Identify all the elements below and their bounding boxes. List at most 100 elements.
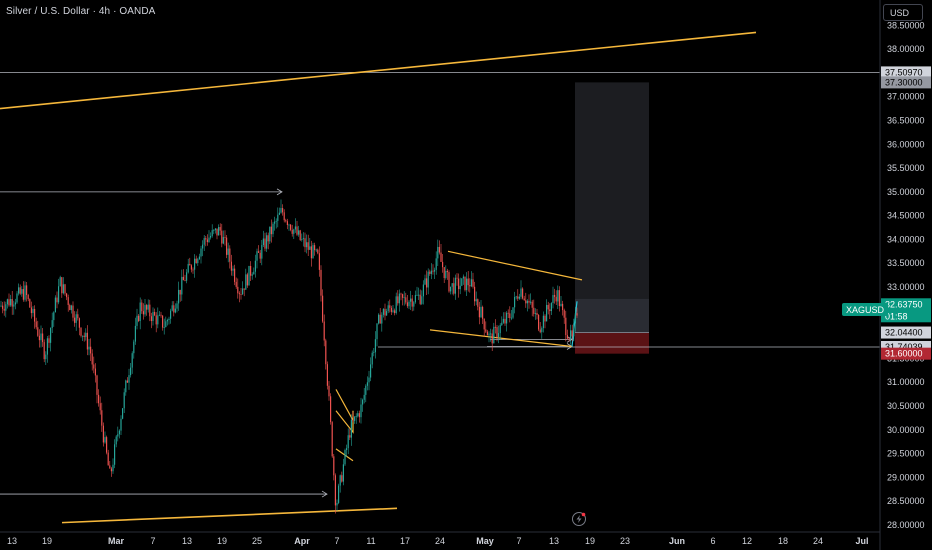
- candle-body: [440, 252, 442, 262]
- time-tick-label: 6: [710, 536, 715, 546]
- target-zone: [575, 82, 649, 333]
- candle-body: [181, 276, 183, 295]
- candle-body: [472, 279, 474, 287]
- candle-body: [278, 212, 280, 215]
- currency-button[interactable]: USD: [883, 4, 923, 21]
- candle-body: [293, 229, 295, 234]
- price-tick-label: 28.00000: [887, 520, 925, 530]
- candle-body: [426, 278, 428, 288]
- candle-body: [571, 330, 573, 337]
- candle-body: [166, 320, 168, 322]
- candle-body: [350, 419, 352, 438]
- time-axis[interactable]: 13 19 Mar 7 13 19 25 Apr 7 11 17 24 May 7 13 19 23 Jun 6 12…: [7, 536, 869, 546]
- candle-body: [400, 293, 402, 295]
- candle-body: [3, 308, 5, 311]
- candle-body: [18, 287, 20, 294]
- time-tick-label: 23: [620, 536, 630, 546]
- candle-body: [347, 435, 349, 449]
- candle-body: [406, 302, 408, 307]
- candle-body: [29, 299, 31, 308]
- candle-body: [206, 239, 208, 242]
- candle-body: [334, 475, 336, 506]
- candle-body: [139, 302, 141, 321]
- candle-body: [541, 328, 543, 333]
- candle-body: [152, 311, 154, 322]
- candle-body: [149, 304, 151, 317]
- candle-body: [309, 246, 311, 250]
- chart-title: Silver / U.S. Dollar · 4h · OANDA: [6, 6, 156, 17]
- candle-body: [22, 289, 24, 300]
- candle-body: [266, 235, 268, 249]
- candle-body: [384, 308, 386, 316]
- candle-body: [453, 283, 455, 294]
- price-tick-label: 36.50000: [887, 115, 925, 125]
- time-tick-label: Apr: [294, 536, 310, 546]
- candle-body: [379, 314, 381, 324]
- lightning-icon[interactable]: [572, 512, 586, 526]
- candle-body: [48, 338, 50, 343]
- candle-body: [118, 430, 120, 435]
- candle-body: [355, 416, 357, 417]
- time-tick-label: 24: [435, 536, 445, 546]
- candle-body: [88, 346, 90, 350]
- candle-body: [221, 230, 223, 244]
- forecast-arrow: [571, 301, 578, 347]
- candle-body: [163, 327, 165, 328]
- candle-body: [157, 315, 159, 325]
- candle-body: [176, 303, 178, 309]
- candle-body: [210, 235, 212, 238]
- candle-body: [402, 294, 404, 298]
- candle-body: [318, 253, 320, 270]
- candle-body: [245, 274, 247, 290]
- candle-body: [502, 318, 504, 323]
- candle-body: [66, 293, 68, 298]
- candle-body: [462, 276, 464, 279]
- candle-body: [275, 220, 277, 222]
- candle-body: [30, 307, 32, 314]
- candle-body: [162, 315, 164, 328]
- candle-body: [533, 307, 535, 314]
- candle-body: [352, 419, 354, 421]
- candle-body: [494, 326, 496, 328]
- candle-body: [46, 338, 48, 355]
- candle-body: [525, 300, 527, 304]
- candle-body: [240, 294, 242, 295]
- candle-body: [517, 296, 519, 299]
- candle-body: [555, 296, 557, 302]
- candle-body: [83, 335, 85, 338]
- candle-body: [128, 375, 130, 383]
- candle-body: [250, 265, 252, 276]
- candle-body: [131, 353, 133, 368]
- candle-body: [61, 277, 63, 294]
- candle-body: [218, 227, 220, 236]
- candle-body: [482, 306, 484, 319]
- candle-body: [294, 226, 296, 230]
- candle-body: [8, 299, 10, 306]
- candle-body: [70, 305, 72, 311]
- price-tag-label: 37.30000: [885, 77, 923, 87]
- candle-body: [168, 318, 170, 321]
- candle-body: [474, 286, 476, 302]
- candle-body: [344, 450, 346, 465]
- candle-body: [122, 408, 124, 419]
- candle-body: [27, 295, 29, 300]
- candle-body: [562, 303, 564, 311]
- candle-body: [277, 214, 279, 221]
- candle-body: [566, 335, 568, 339]
- price-tick-label: 37.00000: [887, 92, 925, 102]
- candle-body: [16, 293, 18, 303]
- candle-body: [154, 311, 156, 316]
- candle-body: [259, 252, 261, 259]
- price-tick-label: 34.50000: [887, 211, 925, 221]
- candle-body: [197, 259, 199, 264]
- candle-body: [6, 299, 8, 305]
- candle-body: [330, 396, 332, 423]
- candle-body: [216, 228, 218, 236]
- candle-body: [301, 239, 303, 240]
- candle-body: [325, 340, 327, 365]
- candle-body: [451, 283, 453, 287]
- candle-body: [101, 410, 103, 426]
- candle-body: [171, 305, 173, 311]
